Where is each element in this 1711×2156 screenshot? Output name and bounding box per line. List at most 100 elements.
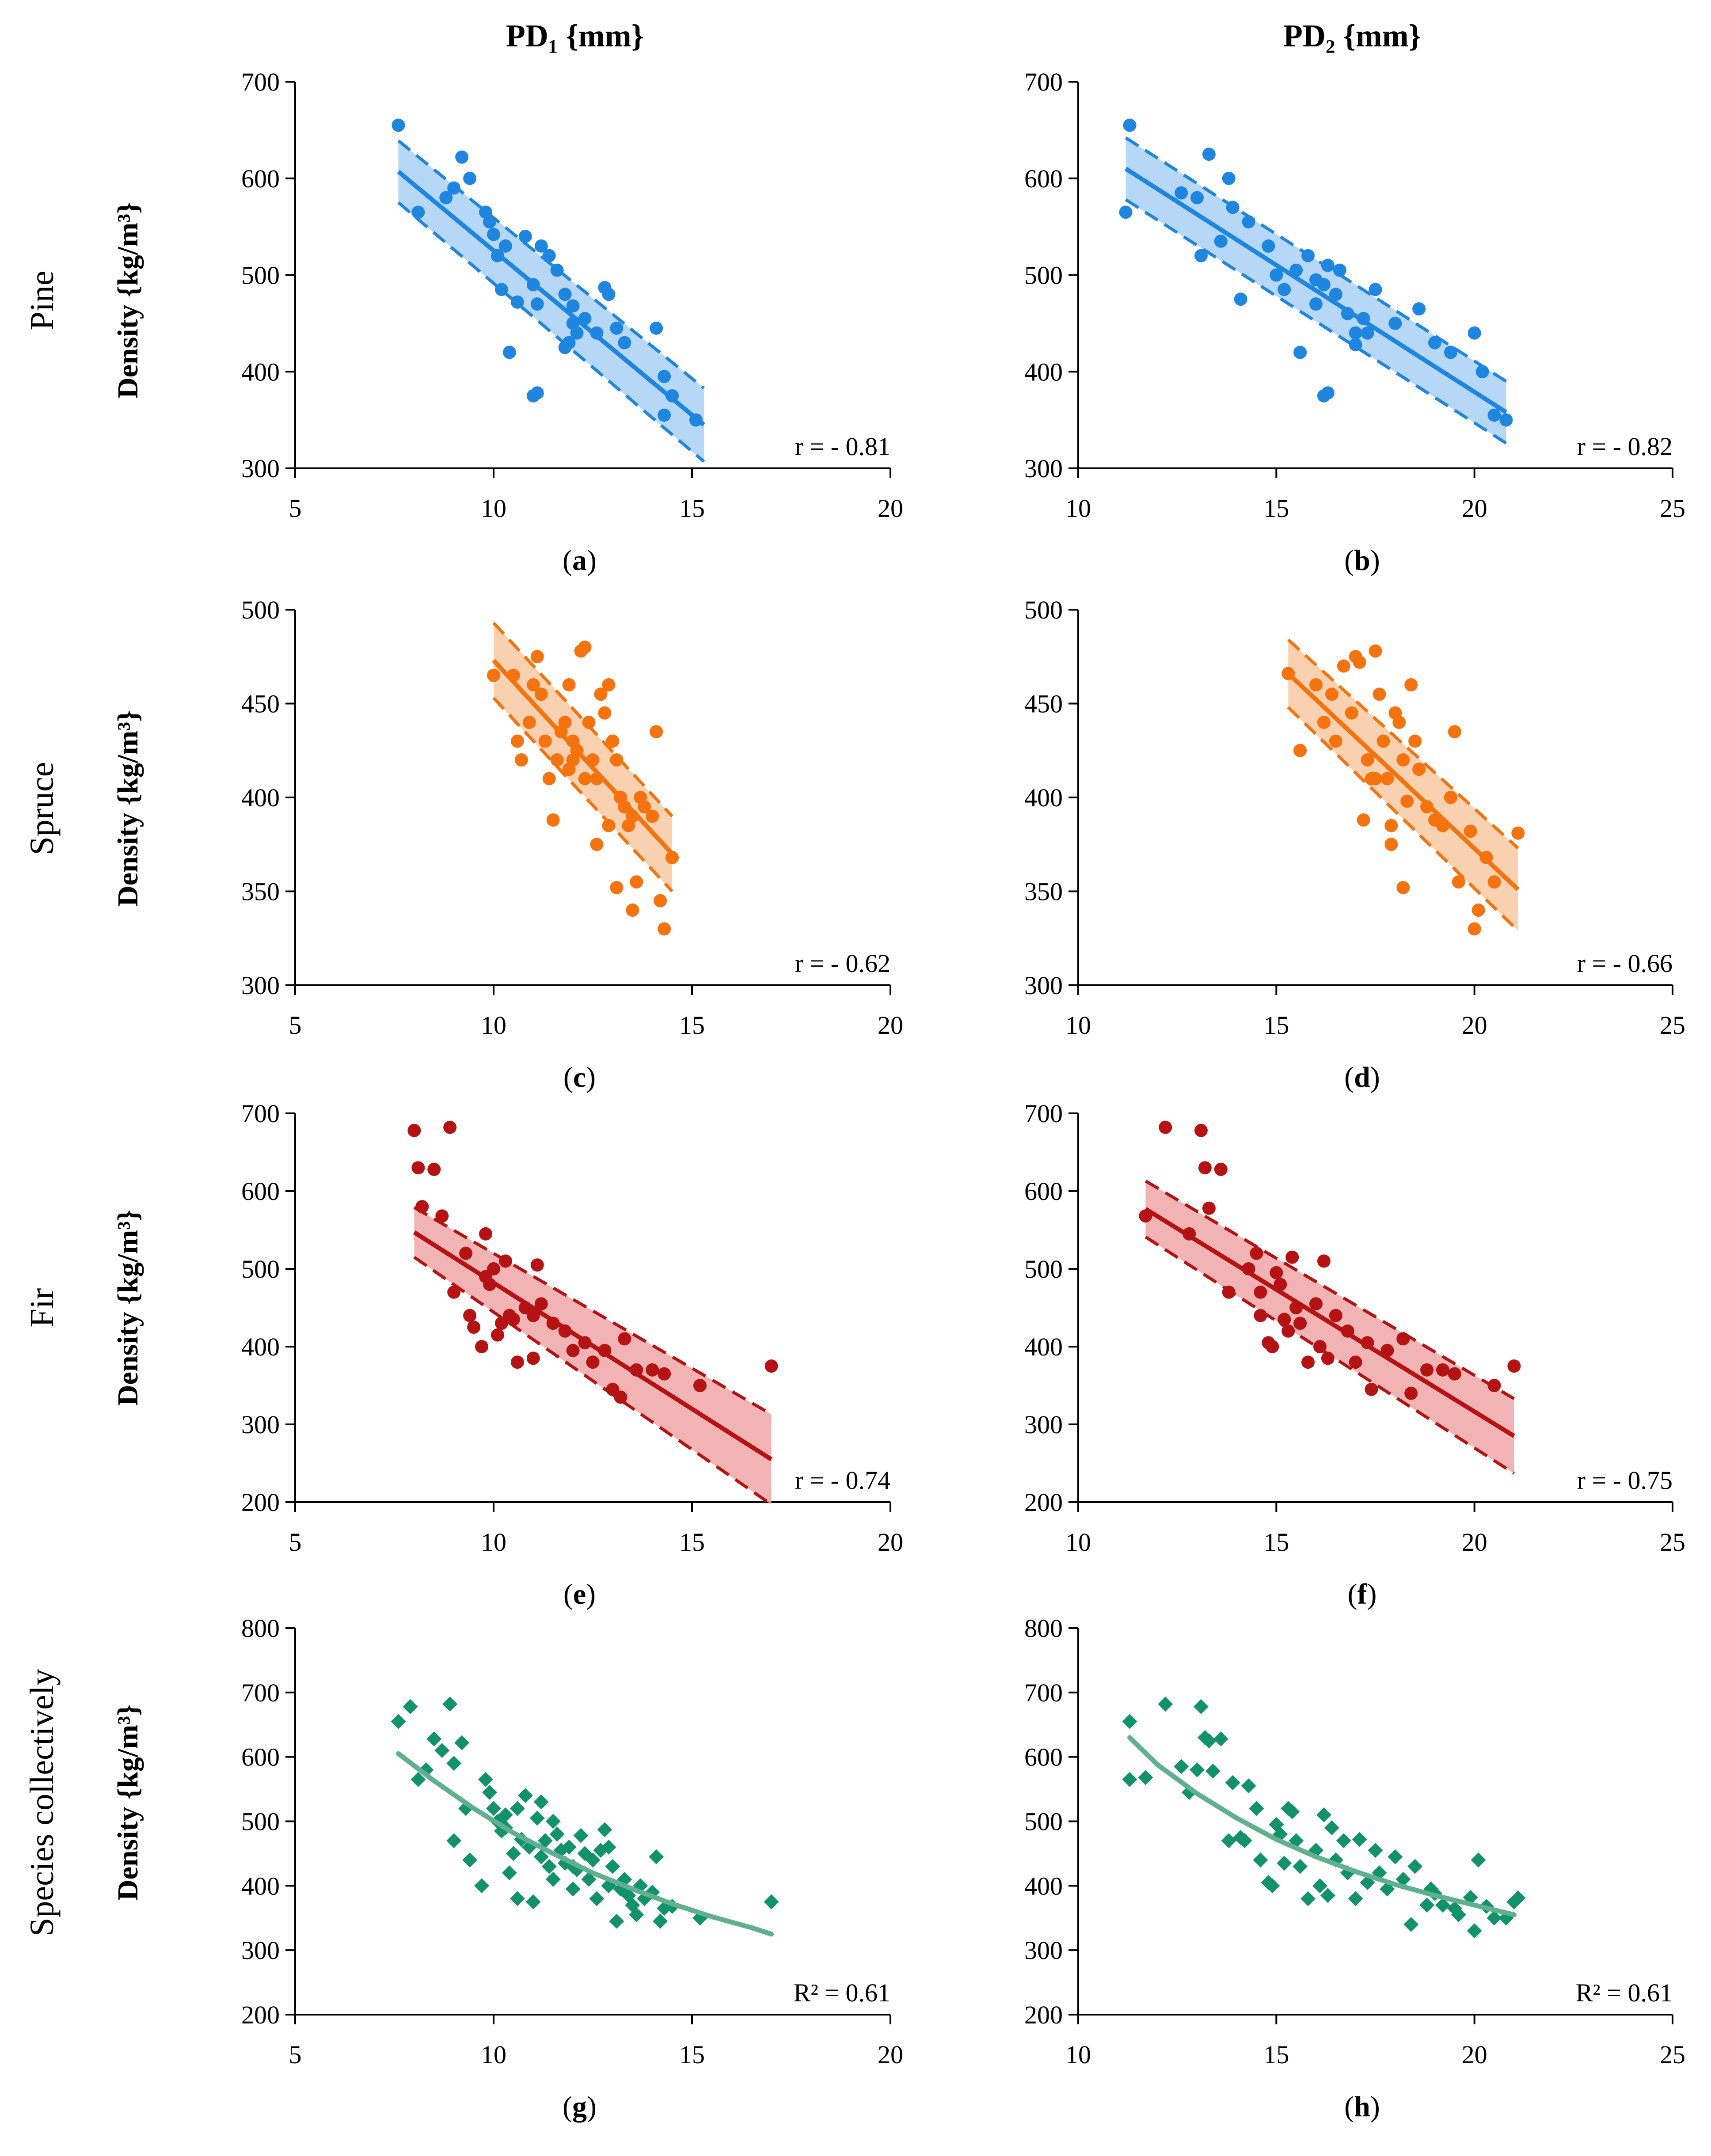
data-point bbox=[1404, 678, 1418, 691]
x-tick-label: 10 bbox=[1065, 2040, 1091, 2069]
y-tick-label: 700 bbox=[241, 1678, 280, 1707]
x-tick-label: 25 bbox=[1660, 494, 1685, 523]
regression-line bbox=[1124, 167, 1508, 414]
regression-line bbox=[397, 170, 706, 427]
data-point bbox=[1249, 1801, 1264, 1816]
data-point bbox=[1352, 1832, 1367, 1847]
x-tick-label: 20 bbox=[1462, 2040, 1487, 2069]
data-point bbox=[446, 1756, 462, 1771]
data-point bbox=[1395, 1871, 1411, 1887]
data-point bbox=[526, 678, 540, 691]
panel-d: 300 350 400 450 500 10 15 20 25 r = - 0.66 (d) bbox=[1024, 596, 1685, 1093]
data-point bbox=[585, 1852, 601, 1868]
x-tick-label: 20 bbox=[878, 1011, 903, 1040]
data-point bbox=[1353, 656, 1366, 669]
data-point bbox=[525, 1894, 541, 1909]
data-point bbox=[502, 345, 516, 359]
data-point bbox=[1241, 1778, 1256, 1794]
data-point bbox=[605, 1859, 620, 1874]
data-point bbox=[558, 288, 572, 301]
panel-label: (a) bbox=[563, 544, 597, 577]
data-point bbox=[526, 1351, 540, 1365]
correlation-label: r = - 0.82 bbox=[1577, 432, 1673, 461]
x-tick-label: 10 bbox=[481, 1011, 506, 1040]
data-point bbox=[614, 1390, 627, 1404]
panel-f: 200 300 400 500 600 700 10 15 20 25 r = - 0.75 (f) bbox=[1024, 1099, 1685, 1610]
data-point bbox=[1452, 875, 1465, 889]
data-point bbox=[1407, 1859, 1423, 1874]
data-point bbox=[1194, 1124, 1208, 1137]
data-point bbox=[1201, 1733, 1217, 1749]
x-tick-label: 25 bbox=[1660, 2040, 1685, 2069]
data-point bbox=[618, 336, 631, 349]
column-title-pd1: PD₁ {mm} bbox=[506, 18, 644, 53]
data-point bbox=[1349, 1355, 1362, 1369]
data-point bbox=[1270, 268, 1283, 282]
ci-upper-line bbox=[1125, 136, 1507, 383]
y-tick-label: 700 bbox=[1024, 68, 1063, 96]
y-tick-label: 300 bbox=[1024, 971, 1063, 1000]
data-point bbox=[392, 118, 405, 132]
y-tick-label: 700 bbox=[1024, 1678, 1063, 1707]
y-tick-label: 400 bbox=[241, 357, 280, 386]
y-tick-label: 350 bbox=[241, 877, 280, 906]
data-point bbox=[1242, 215, 1255, 229]
panel-b: 300 400 500 600 700 10 15 20 25 r = - 0.82 (b) bbox=[1024, 68, 1685, 577]
x-tick-label: 10 bbox=[481, 494, 506, 523]
data-point bbox=[486, 1801, 501, 1816]
data-point bbox=[1123, 118, 1137, 132]
data-point bbox=[1321, 1351, 1335, 1365]
data-point bbox=[1396, 753, 1410, 767]
data-point bbox=[561, 1839, 577, 1855]
y-tick-label: 200 bbox=[1024, 2000, 1063, 2029]
data-point bbox=[618, 1332, 631, 1346]
data-point bbox=[558, 716, 572, 729]
ci-upper-line bbox=[397, 139, 705, 390]
data-point bbox=[530, 297, 544, 311]
data-point bbox=[534, 239, 548, 253]
regression-curve bbox=[1127, 1735, 1517, 1917]
panel-label: (g) bbox=[563, 2091, 597, 2123]
data-point bbox=[487, 668, 500, 682]
data-point bbox=[1293, 1859, 1308, 1874]
panel-h: 200 300 400 500 600 700 800 10 15 20 25 R² = 0.61 (h… bbox=[1024, 1614, 1685, 2123]
panel-label: (e) bbox=[563, 1578, 596, 1610]
data-point bbox=[1194, 249, 1208, 262]
data-point bbox=[1507, 1359, 1521, 1373]
data-point bbox=[546, 813, 560, 827]
data-point bbox=[442, 1697, 458, 1712]
correlation-label: R² = 0.61 bbox=[1576, 1978, 1673, 2007]
data-point bbox=[1380, 772, 1394, 786]
data-point bbox=[502, 1309, 516, 1322]
data-point bbox=[1329, 288, 1342, 301]
data-point bbox=[1487, 1379, 1501, 1392]
y-tick-label: 300 bbox=[241, 454, 280, 483]
data-point bbox=[459, 1246, 473, 1260]
data-point bbox=[1464, 824, 1477, 838]
y-tick-label: 500 bbox=[241, 261, 280, 290]
data-point bbox=[566, 299, 580, 313]
data-point bbox=[454, 1735, 470, 1750]
data-point bbox=[1448, 1367, 1461, 1381]
x-tick-label: 15 bbox=[679, 2040, 705, 2069]
data-point bbox=[1316, 1807, 1331, 1822]
y-tick-label: 400 bbox=[241, 1871, 280, 1900]
data-point bbox=[610, 321, 624, 335]
data-point bbox=[1325, 687, 1338, 701]
data-point bbox=[1226, 201, 1240, 214]
data-point bbox=[589, 1891, 605, 1906]
data-point bbox=[1193, 1699, 1209, 1714]
data-point bbox=[562, 763, 576, 776]
data-point bbox=[1301, 249, 1315, 262]
column-title-pd2: PD₂ {mm} bbox=[1283, 18, 1422, 53]
data-point bbox=[578, 772, 592, 786]
data-point bbox=[558, 341, 572, 354]
data-point bbox=[447, 1285, 461, 1299]
data-point bbox=[1234, 292, 1247, 306]
data-point bbox=[626, 903, 639, 917]
panel-label: (b) bbox=[1344, 544, 1380, 577]
panel-label: (d) bbox=[1344, 1061, 1380, 1093]
y-tick-label: 800 bbox=[1024, 1614, 1063, 1643]
panel-a: 300 400 500 600 700 5 10 15 20 r = - 0.81 (a) bbox=[241, 68, 903, 577]
x-tick-label: 5 bbox=[289, 1011, 302, 1040]
